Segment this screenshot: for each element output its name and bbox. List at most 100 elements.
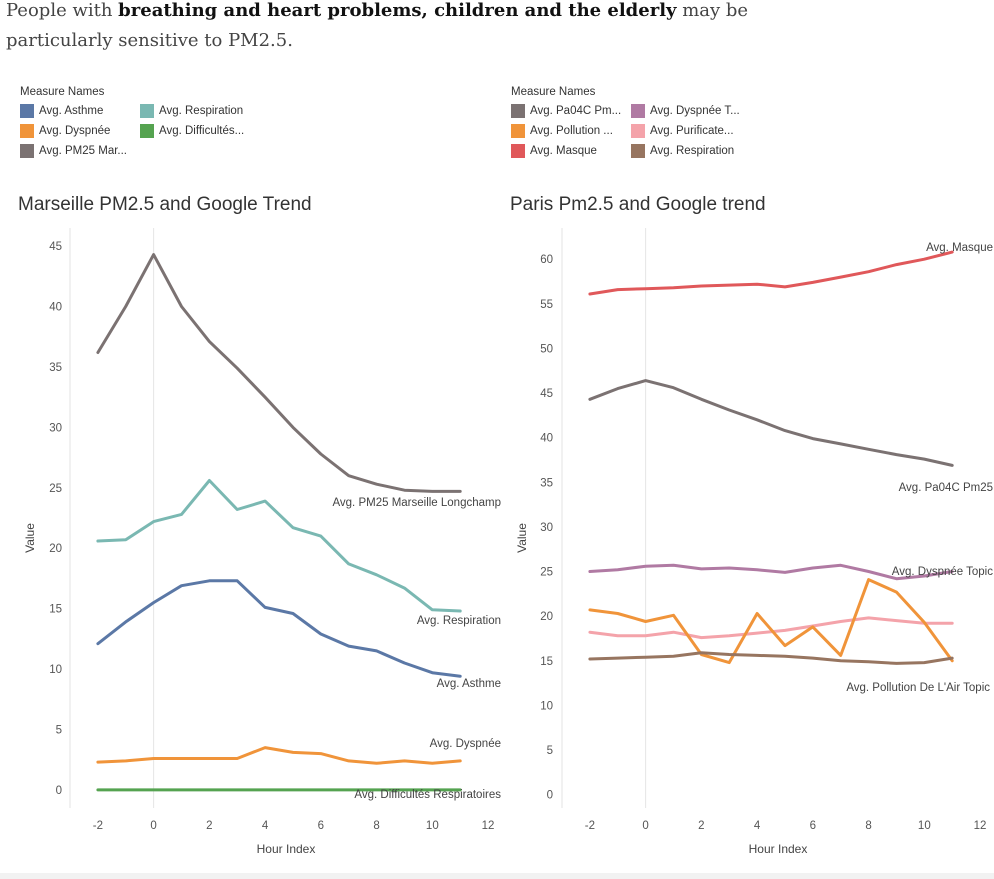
- y-tick-label: 25: [540, 567, 553, 579]
- legend-swatch: [511, 103, 525, 118]
- intro-text-2: may be particularly sensitive to PM2.5.: [6, 0, 749, 51]
- y-tick-label: 40: [49, 302, 62, 314]
- legend-title: Measure Names: [511, 86, 596, 98]
- legend-label: Avg. Dyspnée T...: [650, 104, 740, 117]
- y-tick-label: 20: [540, 611, 553, 623]
- y-axis-title: Value: [23, 523, 37, 553]
- x-tick-label: 4: [754, 820, 761, 832]
- x-tick-label: 2: [206, 820, 212, 832]
- legend-label: Avg. Purificate...: [650, 124, 734, 137]
- y-tick-label: 45: [49, 241, 62, 253]
- series-end-label: Avg. Dyspnée Topic: [892, 566, 993, 578]
- x-tick-label: 2: [698, 820, 704, 832]
- bottom-divider: [0, 873, 994, 879]
- series-end-label: Avg. Pa04C Pm25: [899, 482, 993, 494]
- x-tick-label: 6: [318, 820, 324, 832]
- legend-paris: Measure Names Avg. Pa04C Pm... Avg. Dysp…: [511, 86, 751, 159]
- series-line-avg-masque: [588, 250, 954, 296]
- y-tick-label: 0: [56, 785, 62, 797]
- x-tick-label: -2: [585, 820, 595, 832]
- chart-title-marseille: Marseille PM2.5 and Google Trend: [18, 194, 312, 215]
- series-end-label: Avg. Masque: [926, 242, 993, 254]
- legend-label: Avg. Pollution ...: [530, 124, 613, 137]
- chart-title-paris: Paris Pm2.5 and Google trend: [510, 194, 766, 215]
- y-tick-label: 15: [540, 656, 553, 668]
- y-tick-label: 60: [540, 254, 553, 266]
- x-tick-label: 0: [642, 820, 648, 832]
- x-tick-label: -2: [93, 820, 103, 832]
- y-tick-label: 40: [540, 433, 553, 445]
- y-tick-label: 15: [49, 604, 62, 616]
- series-line-avg-asthme: [96, 579, 462, 678]
- series-line-avg-dyspn-e-topic: [588, 563, 954, 581]
- y-axis-title: Value: [515, 523, 529, 553]
- y-tick-label: 20: [49, 543, 62, 555]
- intro-text-bold: breathing and heart problems, children a…: [118, 0, 677, 21]
- x-tick-label: 12: [482, 820, 495, 832]
- legend-item-masque[interactable]: Avg. Masque: [511, 142, 631, 159]
- y-tick-label: 30: [540, 522, 553, 534]
- y-tick-label: 5: [56, 724, 62, 736]
- x-tick-label: 10: [426, 820, 439, 832]
- legend-label: Avg. Respiration: [159, 104, 244, 117]
- y-tick-label: 0: [547, 790, 553, 802]
- legend-item-purificateur[interactable]: Avg. Purificate...: [631, 122, 751, 139]
- x-axis-title: Hour Index: [749, 842, 808, 856]
- y-tick-label: 25: [49, 483, 62, 495]
- y-tick-label: 10: [540, 700, 553, 712]
- legend-item-asthme[interactable]: Avg. Asthme: [20, 102, 140, 119]
- x-tick-label: 10: [918, 820, 931, 832]
- legend-swatch: [511, 123, 525, 138]
- legend-label: Avg. Respiration: [650, 144, 735, 157]
- series-end-label: Avg. PM25 Marseille Longchamp: [332, 497, 501, 509]
- y-tick-label: 30: [49, 422, 62, 434]
- legend-item-respiration[interactable]: Avg. Respiration: [140, 102, 260, 119]
- series-line-avg-dyspn-e: [96, 746, 462, 765]
- legend-marseille: Measure Names Avg. Asthme Avg. Respirati…: [20, 86, 260, 159]
- y-tick-label: 35: [540, 477, 553, 489]
- legend-swatch: [20, 143, 34, 158]
- series-end-label: Avg. Pollution De L'Air Topic: [846, 682, 990, 694]
- x-tick-label: 4: [262, 820, 269, 832]
- legend-item-dyspnee-topic[interactable]: Avg. Dyspnée T...: [631, 102, 751, 119]
- intro-text-1: People with: [6, 0, 119, 21]
- legend-swatch: [20, 123, 34, 138]
- legend-label: Avg. Difficultés...: [159, 124, 245, 137]
- legend-swatch: [631, 143, 645, 158]
- series-line-avg-pollution-de-l-air-topic: [588, 578, 954, 665]
- legend-item-difficultes[interactable]: Avg. Difficultés...: [140, 122, 260, 139]
- legend-label: Avg. Masque: [530, 144, 597, 157]
- y-tick-label: 50: [540, 343, 553, 355]
- legend-label: Avg. Dyspnée: [39, 124, 111, 137]
- y-tick-label: 10: [49, 664, 62, 676]
- legend-swatch: [631, 103, 645, 118]
- legend-label: Avg. PM25 Mar...: [39, 144, 127, 157]
- series-end-label: Avg. Asthme: [437, 678, 501, 690]
- x-tick-label: 6: [810, 820, 816, 832]
- legend-swatch: [140, 123, 154, 138]
- legend-swatch: [631, 123, 645, 138]
- legend-title: Measure Names: [20, 86, 105, 98]
- series-end-label: Avg. Difficultés Respiratoires: [354, 789, 501, 801]
- x-tick-label: 8: [865, 820, 871, 832]
- y-tick-label: 45: [540, 388, 553, 400]
- series-line-avg-pm25-marseille-longchamp: [96, 253, 462, 493]
- legend-swatch: [20, 103, 34, 118]
- legend-item-respiration-paris[interactable]: Avg. Respiration: [631, 142, 751, 159]
- x-tick-label: 0: [150, 820, 156, 832]
- legend-item-dyspnee[interactable]: Avg. Dyspnée: [20, 122, 140, 139]
- series-line-avg-respiration: [588, 651, 954, 665]
- legend-label: Avg. Asthme: [39, 104, 104, 117]
- series-end-label: Avg. Dyspnée: [430, 738, 501, 750]
- series-line-avg-respiration: [96, 479, 462, 613]
- legend-item-pollution[interactable]: Avg. Pollution ...: [511, 122, 631, 139]
- x-axis-title: Hour Index: [257, 842, 316, 856]
- legend-swatch: [140, 103, 154, 118]
- x-tick-label: 8: [373, 820, 379, 832]
- y-tick-label: 55: [540, 299, 553, 311]
- legend-item-pm25[interactable]: Avg. PM25 Mar...: [20, 142, 140, 159]
- legend-item-pa04c[interactable]: Avg. Pa04C Pm...: [511, 102, 631, 119]
- legend-label: Avg. Pa04C Pm...: [530, 104, 622, 117]
